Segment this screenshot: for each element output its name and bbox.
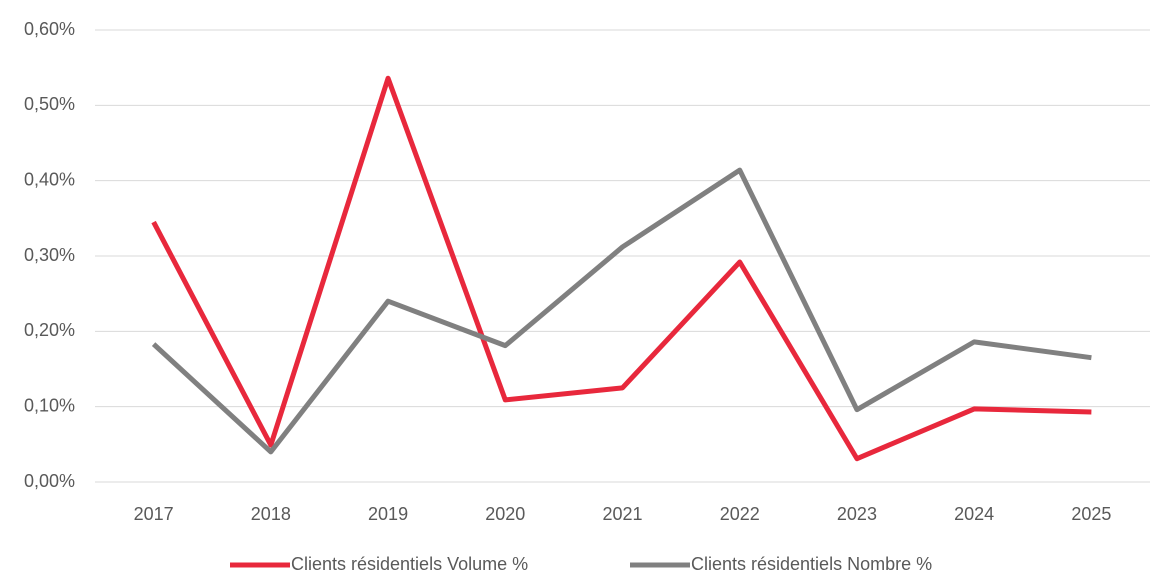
- x-tick-label: 2017: [134, 504, 174, 524]
- series-line: [151, 75, 1092, 462]
- y-tick-label: 0,20%: [24, 320, 75, 340]
- x-tick-label: 2018: [251, 504, 291, 524]
- x-tick-label: 2023: [837, 504, 877, 524]
- x-tick-label: 2021: [602, 504, 642, 524]
- y-tick-label: 0,40%: [24, 169, 75, 189]
- y-tick-label: 0,10%: [24, 395, 75, 415]
- legend-item: Clients résidentiels Nombre %: [630, 554, 932, 574]
- y-tick-label: 0,50%: [24, 94, 75, 114]
- x-tick-label: 2019: [368, 504, 408, 524]
- y-tick-label: 0,00%: [24, 471, 75, 491]
- legend-label: Clients résidentiels Nombre %: [691, 554, 932, 574]
- series-line: [151, 167, 1092, 455]
- y-tick-label: 0,60%: [24, 19, 75, 39]
- legend-label: Clients résidentiels Volume %: [291, 554, 528, 574]
- legend-item: Clients résidentiels Volume %: [230, 554, 528, 574]
- x-tick-label: 2020: [485, 504, 525, 524]
- x-tick-label: 2022: [720, 504, 760, 524]
- y-tick-label: 0,30%: [24, 245, 75, 265]
- x-tick-label: 2025: [1071, 504, 1111, 524]
- x-tick-label: 2024: [954, 504, 994, 524]
